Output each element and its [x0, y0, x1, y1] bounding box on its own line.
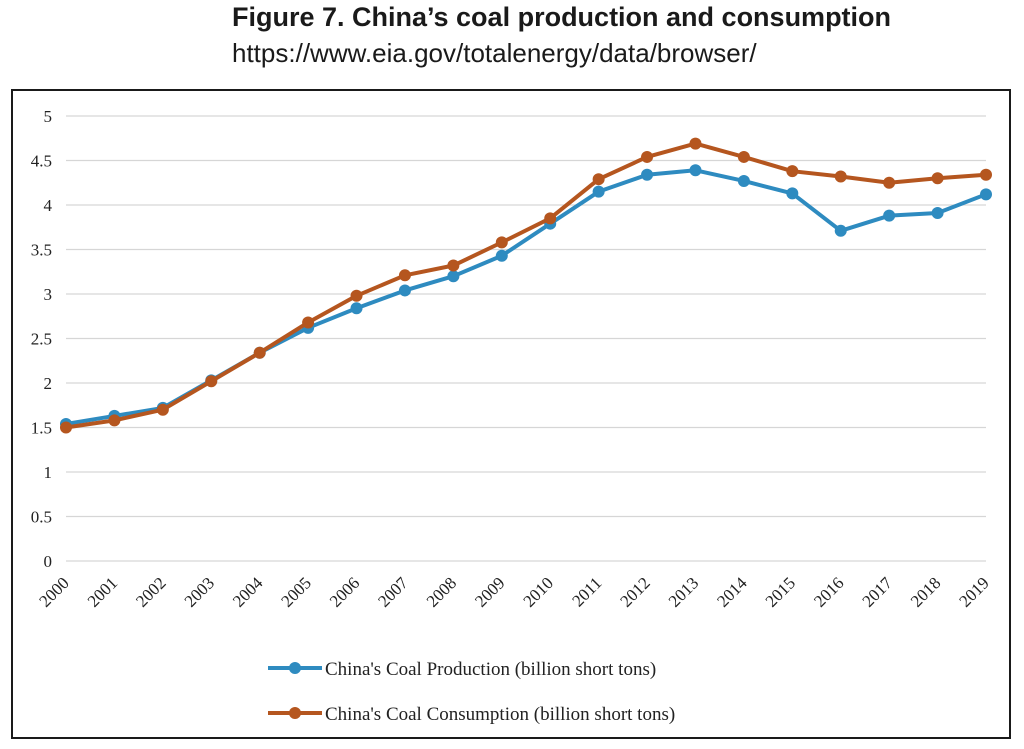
series-line: [65, 141, 987, 430]
data-point: [737, 174, 750, 187]
legend: China's Coal Production (billion short t…: [268, 659, 675, 725]
data-point: [495, 249, 508, 262]
data-point: [980, 168, 992, 181]
y-axis-ticks: 0 0.5 1 1.5 2 2.5 3 3.5 4 4.5 5: [31, 107, 53, 571]
data-point: [398, 284, 411, 297]
data-point: [931, 207, 944, 220]
x-tick-label: 2012: [616, 573, 653, 610]
legend-label: China's Coal Consumption (billion short …: [325, 704, 675, 725]
data-point: [641, 150, 654, 163]
legend-swatch-marker: [289, 662, 301, 674]
data-point: [108, 414, 121, 427]
legend-swatch-marker: [289, 707, 301, 719]
data-point: [253, 346, 266, 359]
source-url: https://www.eia.gov/totalenergy/data/bro…: [232, 38, 757, 68]
data-point: [302, 316, 315, 329]
data-point: [786, 165, 799, 178]
series-consumption: [60, 137, 992, 434]
data-point: [350, 302, 363, 315]
data-series: [60, 137, 992, 434]
legend-label: China's Coal Production (billion short t…: [325, 659, 656, 680]
figure-title: Figure 7. China’s coal production and co…: [232, 2, 892, 32]
x-tick-label: 2007: [374, 573, 412, 611]
y-tick-label: 3: [44, 285, 53, 304]
data-point: [980, 188, 992, 201]
y-tick-label: 5: [44, 107, 53, 126]
y-tick-label: 2.5: [31, 330, 52, 349]
y-tick-label: 0: [44, 552, 53, 571]
x-tick-label: 2001: [84, 573, 121, 610]
data-point: [447, 259, 460, 272]
data-point: [544, 212, 557, 225]
data-point: [495, 236, 508, 249]
y-tick-label: 4: [44, 196, 53, 215]
legend-item: China's Coal Production (billion short t…: [268, 659, 656, 680]
data-point: [205, 375, 218, 388]
x-tick-label: 2004: [229, 573, 267, 611]
data-point: [398, 269, 411, 282]
x-tick-label: 2014: [713, 573, 751, 611]
x-tick-label: 2006: [326, 573, 363, 610]
legend-item: China's Coal Consumption (billion short …: [268, 704, 675, 725]
data-point: [737, 150, 750, 163]
data-point: [883, 176, 896, 189]
y-tick-label: 1: [44, 463, 53, 482]
x-tick-label: 2010: [520, 573, 557, 610]
x-tick-label: 2018: [907, 573, 944, 610]
data-point: [156, 403, 169, 416]
x-tick-label: 2017: [859, 573, 897, 611]
data-point: [592, 185, 605, 198]
data-point: [689, 164, 702, 177]
data-point: [931, 172, 944, 185]
data-point: [689, 137, 702, 150]
data-point: [834, 224, 847, 237]
x-tick-label: 2000: [35, 573, 72, 610]
x-axis-ticks: 2000 2001 2002 2003 2004 2005 2006 2007 2008 2009…: [35, 573, 992, 611]
data-point: [350, 289, 363, 302]
y-tick-label: 1.5: [31, 419, 52, 438]
x-tick-label: 2009: [471, 573, 508, 610]
data-point: [786, 187, 799, 200]
x-tick-label: 2008: [423, 573, 460, 610]
data-point: [60, 421, 72, 434]
data-point: [883, 209, 896, 222]
y-tick-label: 2: [44, 374, 53, 393]
y-tick-label: 0.5: [31, 508, 52, 527]
x-tick-label: 2003: [181, 573, 218, 610]
x-tick-label: 2015: [762, 573, 799, 610]
x-tick-label: 2011: [568, 573, 605, 610]
x-tick-label: 2019: [955, 573, 992, 610]
y-tick-label: 4.5: [31, 152, 52, 171]
chart-frame: [11, 89, 1011, 739]
x-tick-label: 2013: [665, 573, 702, 610]
x-tick-label: 2016: [810, 573, 847, 610]
data-point: [592, 173, 605, 186]
data-point: [641, 168, 654, 181]
data-point: [834, 170, 847, 183]
x-tick-label: 2005: [277, 573, 314, 610]
data-point: [447, 270, 460, 283]
gridlines: [66, 115, 986, 562]
x-tick-label: 2002: [132, 573, 169, 610]
y-tick-label: 3.5: [31, 241, 52, 260]
